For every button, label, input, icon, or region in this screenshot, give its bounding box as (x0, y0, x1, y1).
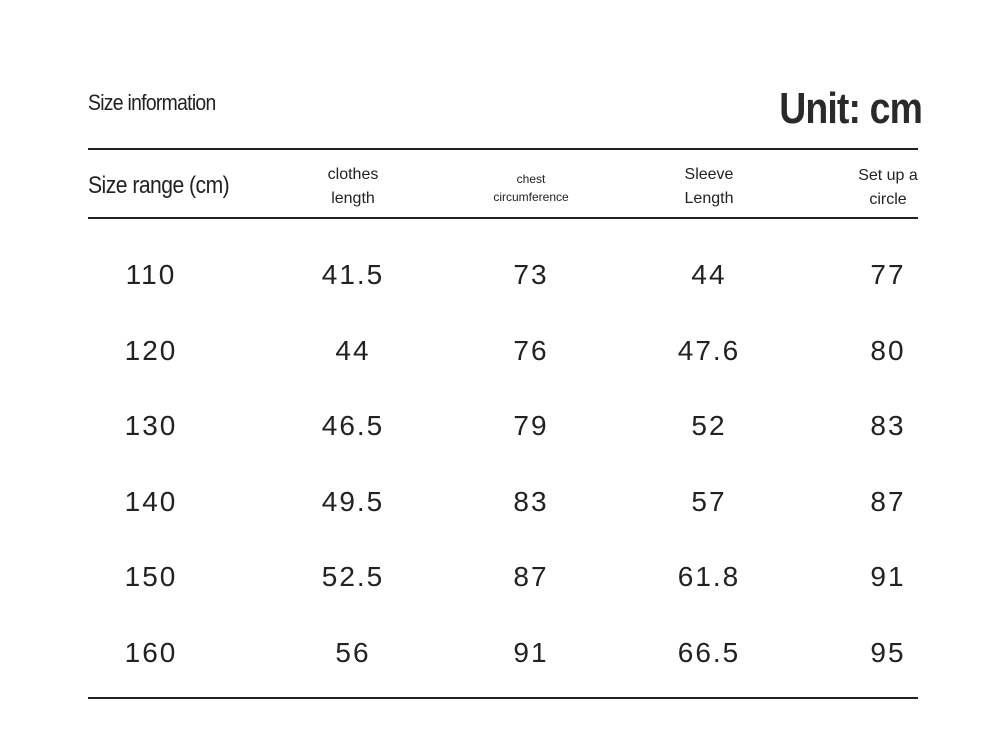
table-cell: 160 (124, 637, 178, 668)
table-cell: 150 (124, 561, 178, 593)
table-cell: 41.5 (321, 259, 385, 290)
column-header: Sleeve Length (684, 166, 734, 207)
table-cell: 91 (513, 637, 549, 668)
table-cell: 79 (513, 410, 549, 442)
title: Size information (88, 90, 216, 115)
unit-label: Unit: cm (779, 84, 923, 133)
table-cell: 44 (691, 259, 727, 290)
table-cell: 57 (691, 485, 727, 517)
table-cell: 91 (870, 561, 906, 593)
table-cell: 140 (124, 485, 178, 517)
column-header: Size range (cm) (88, 172, 230, 199)
table-cell: 80 (870, 334, 906, 366)
bottom-rule (88, 697, 918, 699)
table-cell: 83 (513, 485, 549, 517)
column-header: clothes length (327, 166, 379, 207)
table-cell: 76 (513, 334, 549, 366)
top-rule (88, 148, 918, 150)
table-cell: 46.5 (321, 410, 385, 442)
column-header: Set up a circle (858, 167, 918, 208)
table-cell: 47.6 (677, 334, 741, 366)
table-cell: 44 (335, 334, 371, 366)
table-cell: 61.8 (677, 561, 741, 593)
table-cell: 83 (870, 410, 906, 442)
table-cell: 110 (125, 259, 177, 290)
table-cell: 56 (335, 637, 371, 668)
column-header: chest circumference (493, 172, 569, 204)
table-cell: 120 (124, 334, 178, 366)
table-cell: 52 (691, 410, 727, 442)
table-cell: 49.5 (321, 485, 385, 517)
table-cell: 52.5 (321, 561, 385, 593)
table-cell: 73 (513, 259, 549, 290)
table-cell: 130 (124, 410, 178, 442)
table-cell: 95 (870, 637, 906, 668)
table-cell: 77 (870, 259, 906, 290)
table-cell: 87 (513, 561, 549, 593)
header-rule (88, 217, 918, 219)
table-cell: 66.5 (677, 637, 741, 668)
table-cell: 87 (870, 485, 906, 517)
